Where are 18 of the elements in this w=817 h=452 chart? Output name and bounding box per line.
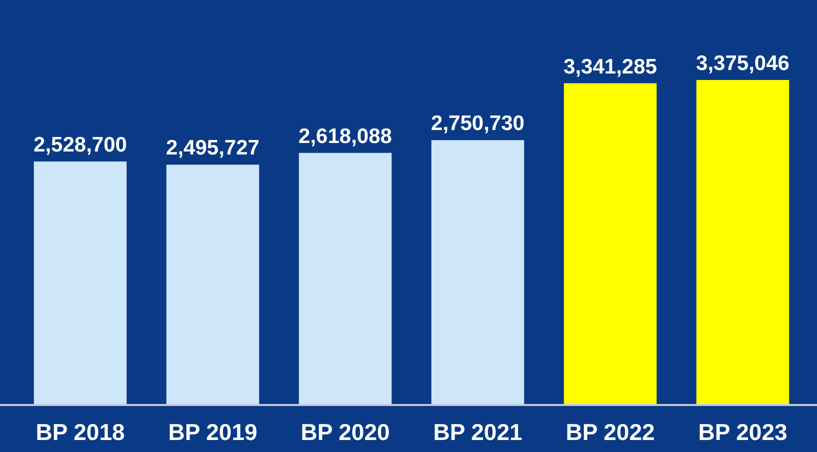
bar <box>696 80 790 405</box>
bar <box>34 162 127 405</box>
x-tick-label: BP 2020 <box>300 419 390 445</box>
x-tick-label: BP 2021 <box>433 419 523 445</box>
data-label: 3,341,285 <box>564 55 658 78</box>
data-label: 2,528,700 <box>34 134 127 156</box>
x-tick-label: BP 2023 <box>698 419 788 445</box>
data-label: 2,618,088 <box>298 124 392 148</box>
data-label: 2,750,730 <box>431 112 524 136</box>
bar <box>166 164 260 405</box>
bar <box>298 152 392 405</box>
bar <box>564 83 657 405</box>
data-label: 3,375,046 <box>696 52 790 75</box>
data-label: 2,495,727 <box>166 136 260 160</box>
x-tick-label: BP 2019 <box>168 419 258 445</box>
x-tick-label: BP 2018 <box>36 419 126 445</box>
x-tick-label: BP 2022 <box>566 419 655 445</box>
bar <box>431 140 524 405</box>
